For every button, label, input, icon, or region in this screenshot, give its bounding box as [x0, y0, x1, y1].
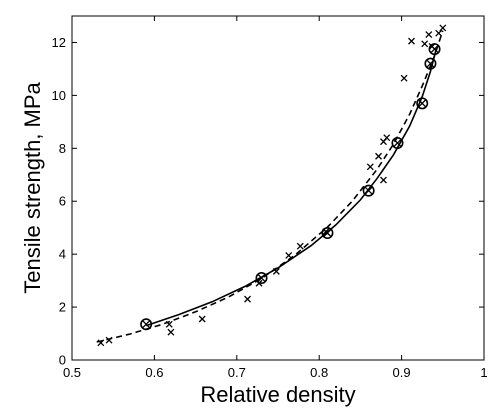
x-tick-label: 0.9 — [393, 365, 411, 380]
x-marker — [366, 163, 374, 171]
x-tick-label: 0.6 — [145, 365, 163, 380]
circled-x-marker — [428, 43, 441, 56]
tick-marks — [71, 16, 485, 361]
y-tick-label: 12 — [52, 35, 66, 50]
circled-x-marker — [424, 57, 437, 70]
y-tick-label: 10 — [52, 88, 66, 103]
y-tick-label: 0 — [59, 353, 66, 368]
x-marker — [244, 295, 251, 303]
plot-frame — [71, 15, 485, 361]
x-axis-label: Relative density — [200, 382, 355, 407]
circled-x-marker — [255, 271, 268, 284]
x-marker — [439, 24, 447, 32]
x-marker — [97, 339, 105, 347]
circled-x-marker — [140, 318, 153, 331]
data-points — [97, 24, 447, 347]
y-tick-label: 4 — [59, 247, 66, 262]
x-marker — [198, 315, 206, 323]
x-marker — [380, 176, 387, 184]
y-tick-label: 6 — [59, 194, 66, 209]
circled-x-marker — [391, 137, 404, 150]
x-tick-label: 0.8 — [310, 365, 328, 380]
x-marker — [272, 267, 280, 275]
x-marker — [285, 252, 293, 259]
dashed-fit-curve — [96, 30, 444, 343]
x-marker — [167, 328, 175, 336]
x-marker — [421, 40, 429, 48]
x-marker — [425, 31, 433, 38]
y-axis-label: Tensile strength, MPa — [20, 81, 45, 293]
x-marker — [383, 134, 391, 142]
fit-curves — [96, 30, 444, 343]
circled-x-marker — [416, 97, 429, 110]
x-marker — [296, 242, 304, 250]
x-marker — [105, 336, 113, 344]
x-marker — [435, 29, 443, 37]
x-marker — [400, 74, 408, 82]
x-marker — [408, 37, 415, 45]
y-tick-label: 8 — [59, 141, 66, 156]
x-marker — [375, 152, 382, 160]
x-tick-label: 0.5 — [63, 365, 81, 380]
solid-fit-curve — [145, 48, 437, 327]
x-marker — [165, 320, 173, 328]
circled-x-marker — [321, 226, 334, 239]
x-tick-label: 1 — [480, 365, 487, 380]
y-tick-label: 2 — [59, 300, 66, 315]
x-tick-label: 0.7 — [228, 365, 246, 380]
circled-x-marker — [362, 184, 375, 197]
